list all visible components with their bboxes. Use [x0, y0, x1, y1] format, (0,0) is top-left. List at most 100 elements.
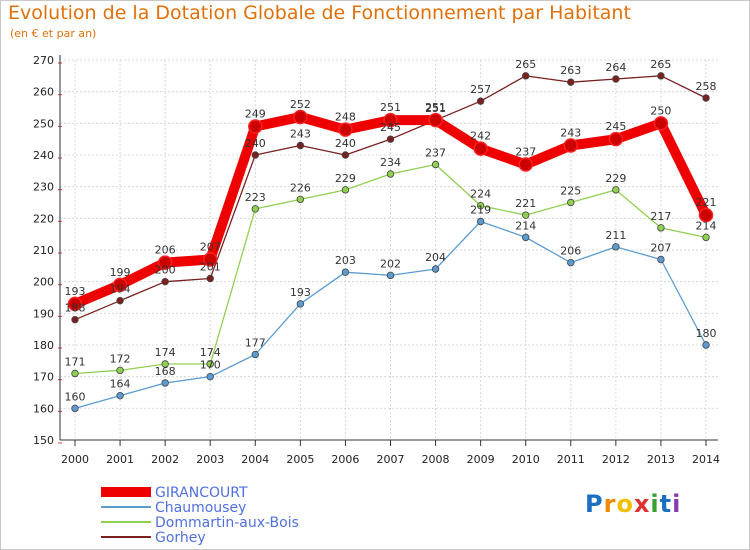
data-point — [116, 391, 124, 400]
data-label: 207 — [200, 241, 221, 254]
data-label: 170 — [200, 359, 221, 372]
data-point — [657, 72, 665, 80]
x-tick-label: 2002 — [151, 453, 179, 466]
logo-letter: x — [633, 490, 651, 518]
data-label: 207 — [650, 242, 671, 255]
data-point — [657, 255, 665, 264]
x-tick-label: 2012 — [602, 453, 630, 466]
data-label: 251 — [425, 102, 446, 115]
data-label: 174 — [155, 346, 176, 359]
legend-label: Dommartin-aux-Bois — [155, 515, 299, 531]
data-point — [293, 109, 308, 125]
data-label: 174 — [200, 346, 221, 359]
data-point — [161, 360, 169, 368]
data-label: 164 — [110, 378, 131, 391]
data-point — [476, 217, 485, 226]
data-point — [296, 300, 305, 308]
data-point — [428, 112, 443, 128]
legend-label: Chaumousey — [155, 500, 246, 516]
x-tick-label: 2003 — [196, 453, 224, 466]
proxiti-logo[interactable]: Proxiti — [585, 490, 681, 518]
logo-letter: r — [603, 490, 617, 518]
data-label: 224 — [470, 188, 491, 201]
data-label: 199 — [110, 266, 131, 279]
data-label: 221 — [696, 196, 717, 209]
y-tick-label: 260 — [33, 86, 54, 99]
data-label: 240 — [335, 137, 356, 150]
y-tick-label: 170 — [33, 371, 54, 384]
y-tick-label: 180 — [33, 339, 54, 352]
data-label: 226 — [290, 181, 311, 194]
data-point — [116, 296, 124, 305]
data-label: 193 — [290, 286, 311, 299]
x-tick-label: 2013 — [647, 453, 675, 466]
y-tick-label: 200 — [33, 276, 54, 289]
data-point — [563, 138, 579, 153]
data-point — [71, 369, 79, 378]
x-tick-label: 2014 — [692, 453, 720, 466]
data-point — [567, 78, 575, 86]
data-label: 257 — [470, 83, 491, 96]
data-label: 214 — [696, 219, 717, 232]
logo-letter: o — [616, 490, 634, 518]
legend-label: Gorhey — [155, 530, 206, 546]
data-point — [386, 135, 395, 143]
data-point — [702, 341, 710, 349]
data-label: 202 — [380, 257, 401, 270]
data-label: 194 — [110, 283, 131, 296]
logo-letter: i — [672, 490, 682, 518]
data-label: 188 — [65, 302, 86, 315]
logo-letter: P — [585, 490, 604, 518]
data-label: 203 — [335, 254, 356, 267]
data-label: 214 — [515, 219, 536, 232]
data-point — [386, 271, 395, 280]
data-label: 252 — [290, 98, 311, 111]
data-label: 200 — [155, 264, 176, 277]
data-point — [248, 119, 263, 134]
data-point — [341, 186, 350, 194]
data-label: 229 — [335, 172, 356, 185]
y-tick-label: 150 — [33, 434, 54, 447]
data-label: 180 — [696, 327, 717, 340]
data-label: 237 — [515, 146, 536, 159]
y-tick-label: 250 — [33, 117, 54, 130]
data-point — [657, 224, 665, 232]
data-point — [71, 404, 79, 413]
data-label: 240 — [245, 137, 266, 150]
data-point — [67, 296, 83, 312]
data-label: 245 — [380, 121, 401, 134]
data-point — [431, 160, 440, 169]
data-point — [653, 116, 669, 131]
data-point — [702, 94, 710, 102]
data-label: 201 — [200, 261, 221, 274]
data-label: 172 — [110, 352, 131, 365]
data-point — [161, 277, 169, 286]
logo-letter: i — [650, 490, 660, 518]
data-point — [473, 141, 488, 156]
data-label: 219 — [470, 204, 491, 217]
series-lines — [67, 72, 714, 413]
data-point — [116, 366, 124, 375]
y-tick-label: 220 — [33, 212, 54, 225]
data-label: 168 — [155, 365, 176, 378]
data-point — [251, 205, 259, 213]
data-label: 251 — [425, 101, 446, 114]
data-point — [612, 75, 620, 83]
data-label: 223 — [245, 191, 266, 204]
data-label: 237 — [425, 147, 446, 160]
data-label: 242 — [470, 130, 491, 143]
data-point — [251, 350, 259, 359]
x-tick-label: 2010 — [512, 453, 540, 466]
data-point — [296, 141, 305, 150]
x-tick-label: 2008 — [422, 453, 450, 466]
data-label: 204 — [425, 251, 446, 264]
legend: GIRANCOURTChaumouseyDommartin-aux-BoisGo… — [101, 485, 299, 546]
chart-subtitle: (en € et par an) — [10, 27, 97, 40]
data-label: 265 — [650, 58, 671, 71]
data-point — [476, 97, 485, 105]
data-label: 248 — [335, 111, 356, 124]
data-point — [702, 233, 710, 242]
y-tick-label: 190 — [33, 307, 54, 320]
data-label: 206 — [560, 245, 581, 258]
data-label: 177 — [245, 337, 266, 350]
